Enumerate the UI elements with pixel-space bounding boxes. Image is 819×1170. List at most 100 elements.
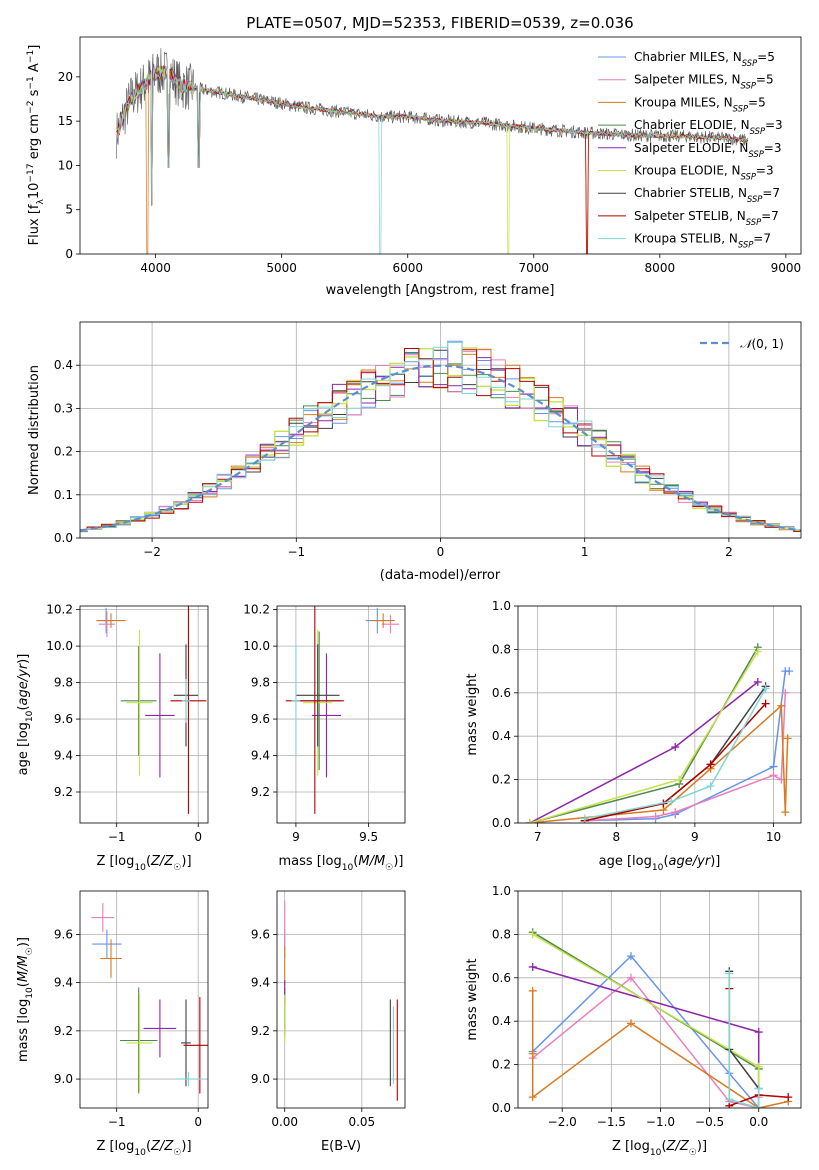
x-tick-label: 2 (725, 545, 733, 559)
y-tick-label: 0.0 (492, 816, 511, 830)
weight-marker-2 (627, 1019, 636, 1028)
x-tick-label: 0.0 (749, 1115, 768, 1129)
plot-area-age-vs-z (96, 606, 207, 814)
weight-marker-8 (706, 782, 715, 791)
weight-marker-8 (725, 1095, 734, 1104)
y-tick-label: 9.8 (251, 676, 270, 690)
weight-line-5 (529, 651, 759, 823)
weight-marker-5 (675, 775, 684, 784)
y-tick-label: 10.0 (46, 639, 73, 653)
y-axis-label: mass weight (465, 673, 480, 755)
x-axis-label: (data-model)/error (380, 568, 501, 583)
y-tick-label: 9.2 (54, 785, 73, 799)
legend-label: Salpeter ELODIE, NSSP=3 (634, 141, 782, 159)
weight-marker-5 (528, 930, 537, 939)
y-tick-label: 15 (58, 114, 73, 128)
y-tick-label: 0.6 (492, 971, 511, 985)
legend-label: Kroupa STELIB, NSSP=7 (634, 232, 771, 250)
weight-line-6 (728, 971, 760, 1089)
weight-line-4 (532, 966, 760, 1108)
x-tick-label: 7000 (519, 261, 550, 275)
axes-frame (79, 890, 209, 1109)
x-axis-label: wavelength [Angstrom, rest frame] (326, 283, 555, 298)
weight-marker-7 (761, 699, 770, 708)
legend-label: Salpeter MILES, NSSP=5 (634, 73, 774, 91)
y-tick-label: 1.0 (492, 599, 511, 613)
y-axis-label: mass weight (465, 958, 480, 1040)
y-tick-label: 0.2 (492, 773, 511, 787)
legend-label: Chabrier ELODIE, NSSP=3 (634, 118, 783, 136)
weight-line-3 (529, 646, 759, 823)
panel-residuals: −2 −1 0 1 2 0.0 0.1 0.2 0.3 0.4 (data-model)/error… (27, 321, 802, 583)
spectrum-line-2 (116, 64, 749, 254)
weight-marker-1 (651, 812, 660, 821)
axes-frame (79, 321, 802, 539)
x-tick-label: −2 (143, 545, 161, 559)
x-tick-label: 5000 (266, 261, 297, 275)
normal-curve (80, 364, 801, 532)
y-tick-label: 0.8 (492, 642, 511, 656)
x-tick-label: 8000 (645, 261, 676, 275)
y-axis-label: Flux [fλ10−17 erg cm−2 s−1 A−1] (26, 45, 46, 246)
y-axis-label: mass [log10(M/M☉)] (16, 937, 35, 1062)
weight-marker-7 (706, 760, 715, 769)
weight-line-1 (532, 976, 760, 1108)
axes-frame (517, 890, 802, 1109)
histogram-1 (80, 349, 801, 532)
x-tick-label: 0 (437, 545, 445, 559)
weight-line-3 (532, 931, 760, 1108)
weight-line-2 (529, 704, 789, 823)
y-tick-label: 10.0 (243, 639, 270, 653)
y-tick-label: 9.2 (251, 785, 270, 799)
legend-label: Chabrier MILES, NSSP=5 (634, 50, 775, 68)
plot-area-spectrum (116, 48, 749, 254)
y-tick-label: 9.2 (54, 1024, 73, 1038)
plot-area-mass-vs-ebv (284, 900, 398, 1101)
weight-marker-8 (667, 797, 676, 806)
y-tick-label: 10 (58, 158, 73, 172)
y-tick-label: 0.1 (54, 488, 73, 502)
spectrum-line-7 (116, 65, 749, 254)
x-axis-label: mass [log10(M/M☉)] (279, 854, 404, 873)
weight-marker-0 (769, 762, 778, 771)
histogram-4 (80, 357, 801, 531)
weight-marker-5 (753, 647, 762, 656)
y-tick-label: 0.2 (492, 1058, 511, 1072)
x-tick-label: −2.0 (548, 1115, 577, 1129)
x-tick-label: 9.5 (359, 830, 378, 844)
panels-layer: 4000 5000 6000 7000 8000 900005101520waveleng… (16, 36, 802, 1158)
legend-label: Salpeter STELIB, NSSP=7 (634, 209, 779, 227)
weight-line-2 (531, 990, 789, 1108)
y-axis-label: Normed distribution (27, 365, 42, 495)
panel-mass-vs-z: −1 0 9.0 9.2 9.4 9.6 Z [log10(Z/Z☉)] mass [log1… (16, 890, 209, 1158)
weight-line-4 (529, 681, 759, 823)
y-tick-label: 9.6 (54, 712, 73, 726)
y-tick-label: 1.0 (492, 884, 511, 898)
y-tick-label: 0.0 (54, 531, 73, 545)
x-tick-label: 10 (766, 830, 781, 844)
legend-label: 𝒩(0, 1) (740, 337, 784, 351)
panel-mass-weight-vs-age: 7 8 9 10 0.0 0.2 0.4 0.6 0.8 1.0 age [log10(age/yr… (465, 599, 802, 873)
x-tick-label: −1 (108, 1115, 126, 1129)
axes-frame (79, 605, 209, 824)
weight-marker-1 (627, 973, 636, 982)
panel-mass-weight-vs-z: −2.0 −1.5 −1.0 −0.5 0.0 0.0 0.2 0.4 0.6 0.8 1.0 Z [… (465, 884, 802, 1158)
y-tick-label: 0.4 (54, 358, 73, 372)
y-tick-label: 10.2 (243, 603, 270, 617)
histogram-7 (80, 348, 801, 532)
spectrum-line-5 (116, 65, 749, 254)
y-tick-label: 9.4 (54, 749, 73, 763)
panel-age-vs-mass: 9 9.5 9.2 9.4 9.6 9.8 10.0 10.2 mass [log10(M/M☉… (243, 603, 406, 873)
weight-marker-8 (754, 1084, 763, 1093)
x-tick-label: 0 (194, 830, 202, 844)
x-tick-label: 0.05 (348, 1115, 375, 1129)
x-tick-label: −1 (287, 545, 305, 559)
weight-marker-1 (781, 688, 790, 697)
weight-line-8 (728, 973, 760, 1108)
x-tick-label: 8 (612, 830, 620, 844)
y-tick-label: 20 (58, 70, 73, 84)
panel-age-vs-z: −1 0 9.2 9.4 9.6 9.8 10.0 10.2 Z [log10(Z/Z☉)] ag… (16, 603, 209, 873)
x-tick-label: 9000 (771, 261, 802, 275)
plot-area-mass-weight-vs-z (528, 928, 793, 1108)
